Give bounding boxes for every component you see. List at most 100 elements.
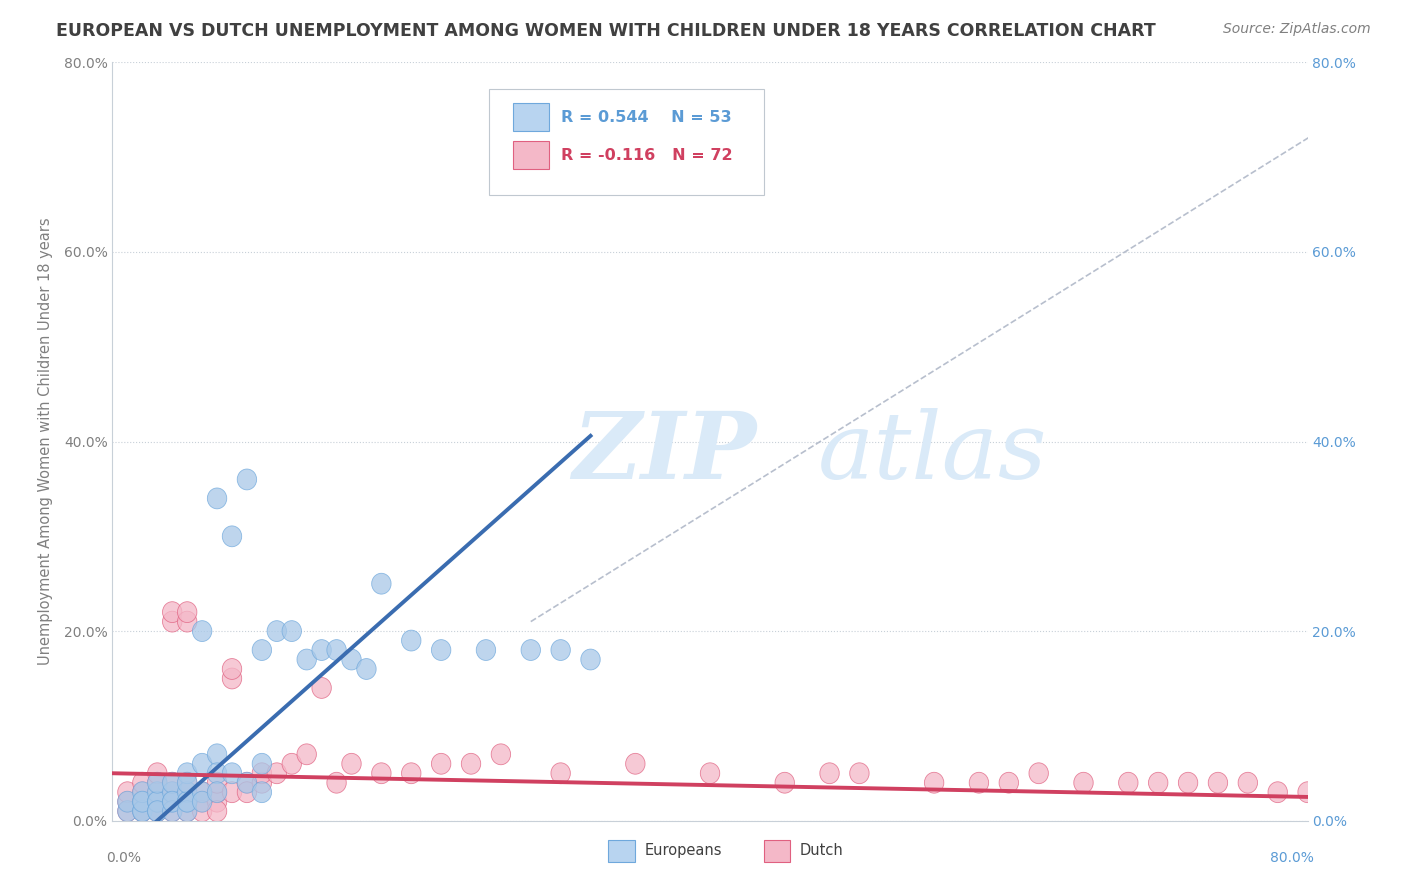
Ellipse shape	[118, 791, 138, 812]
Ellipse shape	[148, 772, 167, 793]
Ellipse shape	[132, 791, 152, 812]
Ellipse shape	[177, 791, 197, 812]
Ellipse shape	[193, 754, 212, 774]
Ellipse shape	[118, 801, 138, 822]
Y-axis label: Unemployment Among Women with Children Under 18 years: Unemployment Among Women with Children U…	[38, 218, 52, 665]
Ellipse shape	[118, 801, 138, 822]
Ellipse shape	[252, 754, 271, 774]
Ellipse shape	[626, 754, 645, 774]
Ellipse shape	[163, 801, 181, 822]
Text: Europeans: Europeans	[644, 844, 721, 858]
Ellipse shape	[491, 744, 510, 764]
Text: ZIP: ZIP	[572, 408, 756, 498]
Text: R = 0.544    N = 53: R = 0.544 N = 53	[561, 111, 731, 125]
Ellipse shape	[1268, 781, 1288, 803]
Ellipse shape	[207, 772, 226, 793]
Ellipse shape	[238, 772, 257, 793]
Ellipse shape	[118, 791, 138, 812]
FancyBboxPatch shape	[609, 839, 634, 863]
Ellipse shape	[163, 781, 181, 803]
Ellipse shape	[193, 801, 212, 822]
FancyBboxPatch shape	[513, 103, 548, 130]
Ellipse shape	[193, 621, 212, 641]
Ellipse shape	[132, 781, 152, 803]
Ellipse shape	[148, 781, 167, 803]
Ellipse shape	[163, 611, 181, 632]
Ellipse shape	[461, 754, 481, 774]
Ellipse shape	[148, 781, 167, 803]
Ellipse shape	[222, 526, 242, 547]
Ellipse shape	[1029, 763, 1049, 784]
Ellipse shape	[207, 781, 226, 803]
Ellipse shape	[132, 801, 152, 822]
Ellipse shape	[163, 772, 181, 793]
Ellipse shape	[207, 744, 226, 764]
Ellipse shape	[177, 791, 197, 812]
Ellipse shape	[432, 754, 451, 774]
Ellipse shape	[193, 781, 212, 803]
Text: R = -0.116   N = 72: R = -0.116 N = 72	[561, 148, 733, 163]
Ellipse shape	[238, 781, 257, 803]
Ellipse shape	[326, 772, 346, 793]
Ellipse shape	[132, 791, 152, 812]
Ellipse shape	[924, 772, 943, 793]
Ellipse shape	[357, 658, 377, 680]
Ellipse shape	[118, 781, 138, 803]
Ellipse shape	[177, 772, 197, 793]
Ellipse shape	[1149, 772, 1168, 793]
Ellipse shape	[163, 791, 181, 812]
Ellipse shape	[1000, 772, 1018, 793]
Ellipse shape	[163, 781, 181, 803]
Ellipse shape	[222, 668, 242, 689]
Ellipse shape	[326, 640, 346, 660]
Ellipse shape	[177, 602, 197, 623]
Ellipse shape	[1119, 772, 1137, 793]
Ellipse shape	[432, 640, 451, 660]
Text: EUROPEAN VS DUTCH UNEMPLOYMENT AMONG WOMEN WITH CHILDREN UNDER 18 YEARS CORRELAT: EUROPEAN VS DUTCH UNEMPLOYMENT AMONG WOM…	[56, 22, 1156, 40]
Ellipse shape	[132, 801, 152, 822]
Ellipse shape	[132, 791, 152, 812]
Ellipse shape	[1208, 772, 1227, 793]
Ellipse shape	[177, 781, 197, 803]
Ellipse shape	[581, 649, 600, 670]
Ellipse shape	[193, 791, 212, 812]
Ellipse shape	[163, 772, 181, 793]
Ellipse shape	[163, 602, 181, 623]
Ellipse shape	[148, 763, 167, 784]
Ellipse shape	[177, 611, 197, 632]
Ellipse shape	[148, 791, 167, 812]
Ellipse shape	[252, 772, 271, 793]
Ellipse shape	[1298, 781, 1317, 803]
Ellipse shape	[342, 649, 361, 670]
Ellipse shape	[312, 678, 332, 698]
Ellipse shape	[148, 801, 167, 822]
Ellipse shape	[148, 791, 167, 812]
FancyBboxPatch shape	[489, 89, 763, 195]
Ellipse shape	[222, 658, 242, 680]
FancyBboxPatch shape	[513, 141, 548, 169]
Ellipse shape	[207, 488, 226, 508]
Ellipse shape	[148, 801, 167, 822]
Ellipse shape	[551, 763, 571, 784]
FancyBboxPatch shape	[763, 839, 790, 863]
Ellipse shape	[177, 772, 197, 793]
Ellipse shape	[148, 791, 167, 812]
Ellipse shape	[342, 754, 361, 774]
Ellipse shape	[969, 772, 988, 793]
Ellipse shape	[252, 763, 271, 784]
Ellipse shape	[132, 781, 152, 803]
Ellipse shape	[522, 640, 540, 660]
Ellipse shape	[297, 744, 316, 764]
Ellipse shape	[283, 621, 301, 641]
Ellipse shape	[177, 801, 197, 822]
Ellipse shape	[148, 791, 167, 812]
Ellipse shape	[132, 772, 152, 793]
Ellipse shape	[1239, 772, 1257, 793]
Ellipse shape	[700, 763, 720, 784]
Ellipse shape	[163, 791, 181, 812]
Ellipse shape	[148, 791, 167, 812]
Ellipse shape	[267, 763, 287, 784]
Ellipse shape	[177, 763, 197, 784]
Text: atlas: atlas	[818, 408, 1047, 498]
Text: Source: ZipAtlas.com: Source: ZipAtlas.com	[1223, 22, 1371, 37]
